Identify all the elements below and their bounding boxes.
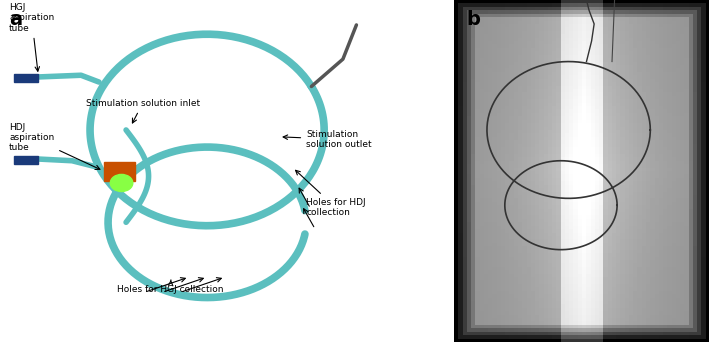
Bar	[104, 162, 135, 181]
Text: Holes for HGJ collection: Holes for HGJ collection	[117, 280, 223, 294]
Text: Stimulation solution inlet: Stimulation solution inlet	[86, 99, 200, 123]
Text: a: a	[9, 10, 22, 29]
Text: Stimulation
solution outlet: Stimulation solution outlet	[283, 130, 372, 149]
Bar	[13, 156, 38, 164]
Text: HGJ
aspiration
tube: HGJ aspiration tube	[9, 3, 55, 71]
Text: b: b	[467, 10, 481, 29]
Circle shape	[111, 174, 133, 192]
Text: Holes for HDJ
collection: Holes for HDJ collection	[296, 170, 366, 218]
Text: HDJ
aspiration
tube: HDJ aspiration tube	[9, 123, 100, 169]
Bar	[13, 74, 38, 82]
